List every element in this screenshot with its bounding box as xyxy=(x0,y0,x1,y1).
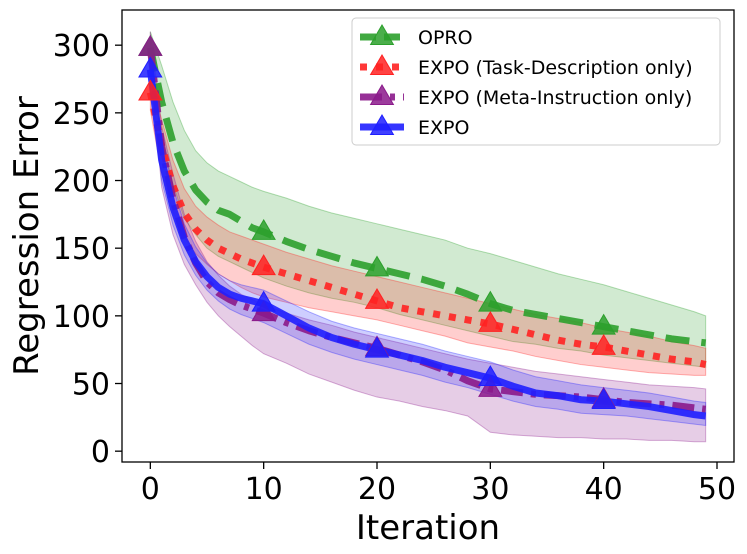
y-tick-label: 0 xyxy=(91,435,110,470)
marker-expo xyxy=(251,290,276,312)
y-tick-label: 200 xyxy=(53,165,110,200)
y-tick-label: 250 xyxy=(53,97,110,132)
legend-label-expo: EXPO xyxy=(418,117,469,139)
marker-expo-task-description-only xyxy=(591,333,616,355)
y-tick-label: 300 xyxy=(53,29,110,64)
x-tick-label: 40 xyxy=(585,472,623,507)
x-tick-label: 30 xyxy=(471,472,509,507)
x-axis-ticks: 0 10 20 30 40 50 xyxy=(141,462,736,507)
marker-opro xyxy=(364,255,390,277)
y-axis-label: Regression Error xyxy=(7,96,47,376)
x-tick-label: 10 xyxy=(245,472,283,507)
marker-expo xyxy=(364,336,390,358)
legend-marker-opro xyxy=(369,24,395,45)
series-markers xyxy=(138,34,616,410)
marker-expo xyxy=(478,365,503,387)
y-tick-label: 100 xyxy=(53,300,110,335)
marker-opro xyxy=(251,218,276,240)
x-tick-label: 0 xyxy=(141,472,160,507)
marker-expo xyxy=(591,388,616,410)
marker-expo-meta-instruction-only xyxy=(478,375,503,397)
marker-expo-task-description-only xyxy=(251,254,276,276)
y-tick-label: 150 xyxy=(53,232,110,267)
marker-expo-task-description-only xyxy=(138,79,163,101)
marker-expo-task-description-only xyxy=(478,310,503,332)
legend-frame xyxy=(351,17,721,146)
x-tick-label: 20 xyxy=(358,472,396,507)
legend-label-opro: OPRO xyxy=(418,27,473,49)
marker-expo-meta-instruction-only xyxy=(138,34,163,56)
legend-marker-expo-task-description-only xyxy=(369,54,395,75)
band-expo-task-description-only xyxy=(149,74,707,376)
marker-expo-task-description-only xyxy=(364,287,390,309)
marker-expo xyxy=(138,56,163,78)
y-axis-ticks: 0 50 100 150 200 250 300 xyxy=(53,29,122,470)
x-axis-label: Iteration xyxy=(356,508,500,548)
x-tick-label: 50 xyxy=(698,472,736,507)
legend: OPRO EXPO (Task-Description only) EXPO (Me… xyxy=(351,17,721,146)
legend-label-expo-task-description-only: EXPO (Task-Description only) xyxy=(418,57,693,79)
legend-label-expo-meta-instruction-only: EXPO (Meta-Instruction only) xyxy=(418,87,692,109)
legend-marker-expo-meta-instruction-only xyxy=(369,84,395,105)
legend-marker-expo xyxy=(369,114,395,135)
plot-area-frame xyxy=(121,9,735,463)
y-tick-label: 50 xyxy=(72,368,110,403)
